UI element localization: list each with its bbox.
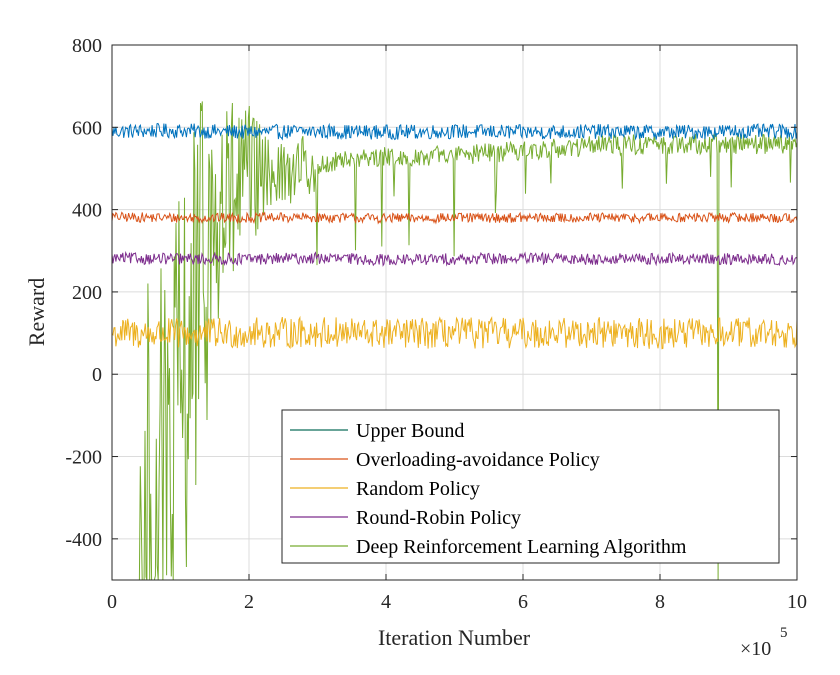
tick-labels: 0 2 4 6 8 10 800 600 400 200 0 -200 -400 xyxy=(65,35,807,613)
y-tick-label: 800 xyxy=(72,35,102,57)
y-tick-label: -400 xyxy=(65,529,102,551)
x-axis-label: Iteration Number xyxy=(378,625,531,650)
x-tick-label: 8 xyxy=(655,591,665,613)
legend-label: Overloading-avoidance Policy xyxy=(356,449,600,471)
series-line xyxy=(138,101,798,581)
x-tick-label: 10 xyxy=(787,591,807,613)
y-axis-label: Reward xyxy=(24,278,49,346)
series-line xyxy=(111,211,798,225)
ticks xyxy=(111,44,798,580)
x-tick-label: 4 xyxy=(381,591,391,613)
legend-entry: Upper Bound xyxy=(290,420,464,442)
y-tick-label: 200 xyxy=(72,282,102,304)
legend-entry: Deep Reinforcement Learning Algorithm xyxy=(290,536,687,558)
legend-box xyxy=(281,409,780,564)
series-line xyxy=(111,122,798,141)
legend-entry: Round-Robin Policy xyxy=(290,507,521,529)
x-axis-multiplier: ×10 5 xyxy=(740,625,788,660)
legend: Upper Bound Overloading-avoidance Policy R… xyxy=(281,409,780,564)
series-line xyxy=(111,315,798,350)
y-tick-label: 0 xyxy=(92,364,102,386)
plot-area-frame xyxy=(111,44,798,581)
x-tick-label: 0 xyxy=(107,591,117,613)
legend-label: Round-Robin Policy xyxy=(356,507,521,529)
series-line xyxy=(111,250,798,267)
x-tick-label: 2 xyxy=(244,591,254,613)
x-axis-multiplier-power: 5 xyxy=(780,625,788,641)
series-layer xyxy=(111,101,798,581)
x-axis-multiplier-base: ×10 xyxy=(740,638,771,660)
legend-label: Upper Bound xyxy=(356,420,464,442)
y-tick-label: 600 xyxy=(72,117,102,139)
y-tick-label: 400 xyxy=(72,200,102,222)
x-tick-label: 6 xyxy=(518,591,528,613)
legend-entry: Overloading-avoidance Policy xyxy=(290,449,600,471)
legend-entry: Random Policy xyxy=(290,478,480,500)
y-tick-label: -200 xyxy=(65,447,102,469)
legend-label: Deep Reinforcement Learning Algorithm xyxy=(356,536,687,558)
legend-label: Random Policy xyxy=(356,478,480,500)
